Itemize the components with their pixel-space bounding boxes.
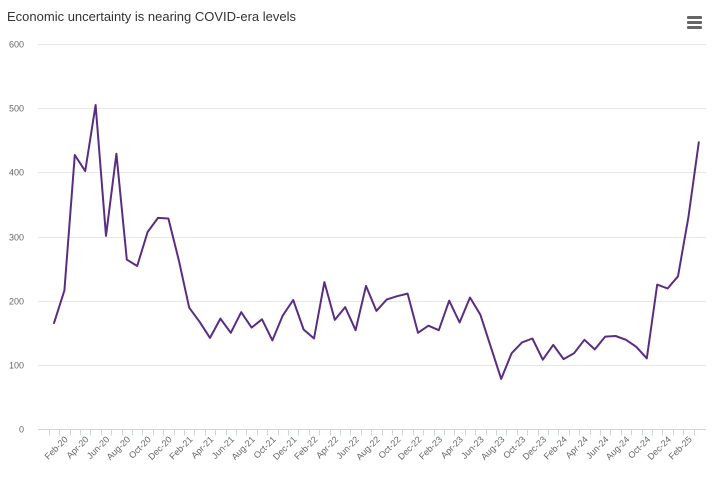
y-tick-label: 600 bbox=[9, 40, 24, 50]
data-point[interactable] bbox=[50, 319, 58, 327]
x-tick-label: Feb-23 bbox=[417, 434, 444, 461]
data-point[interactable] bbox=[695, 138, 703, 146]
y-axis-tick-labels: 0 100 200 300 400 500 600 bbox=[9, 40, 24, 435]
data-point[interactable] bbox=[268, 336, 276, 344]
x-tick-label: Feb-24 bbox=[542, 434, 569, 461]
data-point[interactable] bbox=[144, 228, 152, 236]
data-point[interactable] bbox=[258, 315, 266, 323]
chart-menu-button[interactable] bbox=[684, 13, 706, 31]
data-point[interactable] bbox=[102, 232, 110, 240]
data-point[interactable] bbox=[185, 304, 193, 312]
data-point[interactable] bbox=[320, 278, 328, 286]
data-point[interactable] bbox=[196, 318, 204, 326]
data-point[interactable] bbox=[352, 326, 360, 334]
data-point[interactable] bbox=[539, 356, 547, 364]
data-point[interactable] bbox=[508, 349, 516, 357]
data-point[interactable] bbox=[664, 285, 672, 293]
data-point[interactable] bbox=[476, 311, 484, 319]
data-point[interactable] bbox=[643, 354, 651, 362]
data-point[interactable] bbox=[601, 333, 609, 341]
x-axis: Feb-20Apr-20Jun-20Aug-20Oct-20Dec-20Feb-… bbox=[38, 429, 706, 462]
data-point[interactable] bbox=[570, 349, 578, 357]
data-point[interactable] bbox=[580, 336, 588, 344]
data-point[interactable] bbox=[123, 256, 131, 264]
x-tick-label: Feb-25 bbox=[667, 434, 694, 461]
data-point[interactable] bbox=[466, 294, 474, 302]
data-point[interactable] bbox=[175, 256, 183, 264]
data-point[interactable] bbox=[674, 272, 682, 280]
series-line bbox=[53, 104, 700, 380]
x-tick-label: Feb-20 bbox=[43, 434, 70, 461]
data-point[interactable] bbox=[653, 281, 661, 289]
y-tick-label: 0 bbox=[19, 425, 24, 435]
data-point[interactable] bbox=[331, 316, 339, 324]
data-point[interactable] bbox=[372, 307, 380, 315]
data-point[interactable] bbox=[549, 341, 557, 349]
gridlines bbox=[38, 44, 706, 366]
data-point[interactable] bbox=[414, 329, 422, 337]
data-point[interactable] bbox=[497, 375, 505, 383]
x-tick-label: Aug-23 bbox=[479, 434, 507, 462]
data-point[interactable] bbox=[560, 355, 568, 363]
y-tick-label: 100 bbox=[9, 361, 24, 371]
x-tick-label: Feb-21 bbox=[167, 434, 194, 461]
data-point[interactable] bbox=[456, 319, 464, 327]
data-point[interactable] bbox=[622, 336, 630, 344]
data-point[interactable] bbox=[445, 297, 453, 305]
y-tick-label: 200 bbox=[9, 297, 24, 307]
data-point[interactable] bbox=[154, 214, 162, 222]
data-point[interactable] bbox=[60, 286, 68, 294]
data-point[interactable] bbox=[424, 322, 432, 330]
data-point[interactable] bbox=[248, 324, 256, 332]
data-point[interactable] bbox=[632, 343, 640, 351]
data-point[interactable] bbox=[237, 308, 245, 316]
x-tick-label: Feb-22 bbox=[292, 434, 319, 461]
series-layer bbox=[50, 101, 703, 383]
data-point[interactable] bbox=[216, 315, 224, 323]
data-point[interactable] bbox=[310, 335, 318, 343]
data-point[interactable] bbox=[518, 338, 526, 346]
data-point[interactable] bbox=[81, 167, 89, 175]
data-point[interactable] bbox=[300, 326, 308, 334]
y-tick-label: 400 bbox=[9, 168, 24, 178]
data-point[interactable] bbox=[133, 262, 141, 270]
data-point[interactable] bbox=[92, 101, 100, 109]
data-point[interactable] bbox=[684, 213, 692, 221]
data-point[interactable] bbox=[383, 295, 391, 303]
data-point[interactable] bbox=[487, 343, 495, 351]
data-point[interactable] bbox=[227, 329, 235, 337]
data-point[interactable] bbox=[206, 334, 214, 342]
data-point[interactable] bbox=[279, 311, 287, 319]
data-point[interactable] bbox=[289, 296, 297, 304]
x-tick-label: Aug-21 bbox=[229, 434, 257, 462]
data-point[interactable] bbox=[164, 215, 172, 223]
data-point[interactable] bbox=[404, 290, 412, 298]
x-tick-label: Aug-20 bbox=[105, 434, 133, 462]
y-tick-label: 500 bbox=[9, 104, 24, 114]
data-point[interactable] bbox=[591, 345, 599, 353]
data-point[interactable] bbox=[435, 326, 443, 334]
hamburger-menu-icon bbox=[687, 16, 702, 19]
data-point[interactable] bbox=[341, 303, 349, 311]
data-point[interactable] bbox=[362, 282, 370, 290]
x-tick-label: Aug-22 bbox=[354, 434, 382, 462]
x-tick-label: Aug-24 bbox=[604, 434, 632, 462]
chart-title: Economic uncertainty is nearing COVID-er… bbox=[7, 9, 297, 24]
data-point[interactable] bbox=[393, 292, 401, 300]
data-point[interactable] bbox=[528, 335, 536, 343]
y-tick-label: 300 bbox=[9, 233, 24, 243]
data-point[interactable] bbox=[612, 332, 620, 340]
data-point[interactable] bbox=[71, 151, 79, 159]
data-point[interactable] bbox=[112, 150, 120, 158]
